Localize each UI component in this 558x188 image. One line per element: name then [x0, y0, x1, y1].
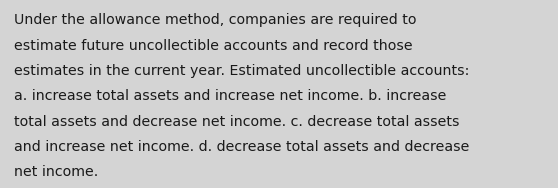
Text: Under the allowance method, companies are required to: Under the allowance method, companies ar…	[14, 13, 416, 27]
Text: net income.: net income.	[14, 165, 98, 179]
Text: and increase net income. d. decrease total assets and decrease: and increase net income. d. decrease tot…	[14, 140, 469, 154]
Text: total assets and decrease net income. c. decrease total assets: total assets and decrease net income. c.…	[14, 115, 459, 129]
Text: estimates in the current year. Estimated uncollectible accounts:: estimates in the current year. Estimated…	[14, 64, 469, 78]
Text: a. increase total assets and increase net income. b. increase: a. increase total assets and increase ne…	[14, 89, 446, 103]
Text: estimate future uncollectible accounts and record those: estimate future uncollectible accounts a…	[14, 39, 412, 52]
